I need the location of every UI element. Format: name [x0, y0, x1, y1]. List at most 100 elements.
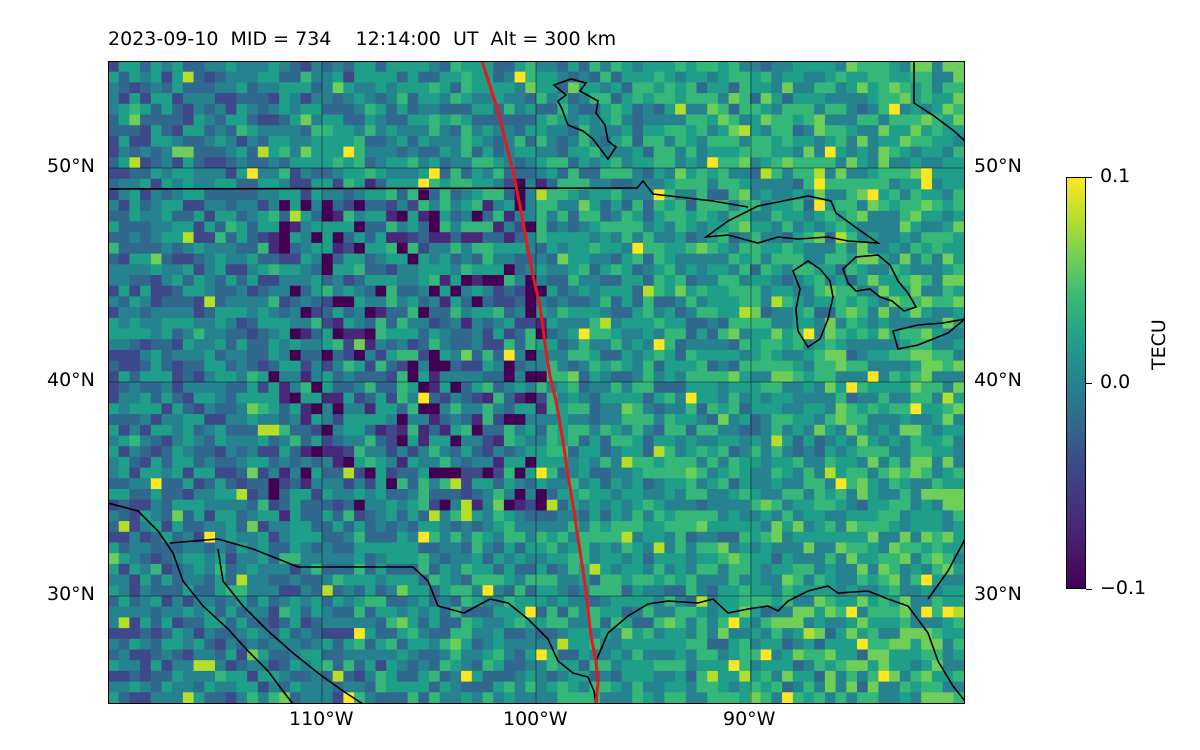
- tec-cell: [140, 521, 152, 533]
- tec-cell: [386, 371, 398, 383]
- tec-cell: [889, 317, 901, 329]
- tec-cell: [889, 617, 901, 629]
- tec-cell: [279, 168, 291, 180]
- tec-cell: [814, 414, 826, 426]
- tec-cell: [279, 135, 291, 147]
- tec-cell: [803, 360, 815, 372]
- tec-cell: [503, 574, 515, 586]
- tec-cell: [236, 531, 248, 543]
- tec-cell: [386, 189, 398, 201]
- tec-cell: [429, 200, 441, 212]
- tec-cell: [782, 71, 794, 83]
- tec-cell: [525, 489, 537, 501]
- tec-cell: [150, 489, 162, 501]
- tec-cell: [461, 275, 473, 287]
- tec-cell: [824, 349, 836, 361]
- tec-cell: [867, 275, 879, 287]
- tec-cell: [546, 478, 558, 490]
- tec-cell: [889, 628, 901, 640]
- tec-cell: [536, 670, 548, 682]
- tec-cell: [782, 349, 794, 361]
- tec-cell: [685, 168, 697, 180]
- tec-cell: [354, 382, 366, 394]
- tec-cell: [610, 521, 622, 533]
- tec-cell: [193, 242, 205, 254]
- tec-cell: [942, 585, 954, 597]
- tec-cell: [664, 649, 676, 661]
- tec-cell: [279, 146, 291, 158]
- tec-cell: [728, 499, 740, 511]
- tec-cell: [289, 210, 301, 222]
- tec-cell: [664, 510, 676, 522]
- tec-cell: [921, 349, 933, 361]
- tec-cell: [418, 146, 430, 158]
- tec-cell: [782, 253, 794, 265]
- tec-cell: [921, 692, 933, 704]
- tec-cell: [878, 146, 890, 158]
- tec-cell: [675, 521, 687, 533]
- tec-cell: [247, 264, 259, 276]
- tec-cell: [450, 103, 462, 115]
- tec-cell: [685, 317, 697, 329]
- tec-cell: [878, 168, 890, 180]
- tec-cell: [760, 242, 772, 254]
- tec-cell: [578, 93, 590, 105]
- tec-cell: [589, 264, 601, 276]
- tec-cell: [439, 71, 451, 83]
- tec-cell: [140, 382, 152, 394]
- tec-cell: [418, 414, 430, 426]
- tec-cell: [471, 275, 483, 287]
- tec-cell: [108, 510, 120, 522]
- tec-cell: [546, 82, 558, 94]
- tec-cell: [364, 146, 376, 158]
- tec-cell: [354, 328, 366, 340]
- tec-cell: [129, 435, 141, 447]
- tec-cell: [386, 382, 398, 394]
- tec-cell: [846, 681, 858, 693]
- tec-cell: [782, 210, 794, 222]
- tec-cell: [953, 585, 965, 597]
- tec-cell: [728, 703, 740, 704]
- tec-cell: [461, 360, 473, 372]
- tec-cell: [889, 285, 901, 297]
- tec-cell: [610, 499, 622, 511]
- tec-cell: [418, 349, 430, 361]
- tec-cell: [172, 703, 184, 704]
- tec-cell: [899, 510, 911, 522]
- tec-cell: [268, 382, 280, 394]
- tec-cell: [696, 703, 708, 704]
- tec-cell: [311, 200, 323, 212]
- tec-cell: [450, 446, 462, 458]
- tec-cell: [610, 285, 622, 297]
- tec-cell: [739, 574, 751, 586]
- tec-cell: [482, 542, 494, 554]
- tec-cell: [236, 424, 248, 436]
- tec-cell: [461, 574, 473, 586]
- tec-cell: [739, 349, 751, 361]
- tec-cell: [846, 371, 858, 383]
- tec-cell: [878, 103, 890, 115]
- tec-map[interactable]: [108, 61, 965, 704]
- tec-cell: [889, 424, 901, 436]
- tec-cell: [482, 403, 494, 415]
- tec-cell: [899, 392, 911, 404]
- tec-cell: [118, 638, 130, 650]
- lon-label-90w: 90°W: [723, 708, 776, 730]
- tec-cell: [396, 435, 408, 447]
- tec-cell: [546, 93, 558, 105]
- tec-cell: [525, 189, 537, 201]
- tec-cell: [418, 253, 430, 265]
- tec-cell: [953, 210, 965, 222]
- tec-cell: [300, 317, 312, 329]
- tec-cell: [782, 61, 794, 73]
- tec-cell: [461, 264, 473, 276]
- tec-cell: [899, 670, 911, 682]
- tec-cell: [375, 264, 387, 276]
- tec-cell: [375, 103, 387, 115]
- tec-cell: [322, 349, 334, 361]
- tec-cell: [750, 61, 762, 73]
- tec-cell: [857, 296, 869, 308]
- tec-cell: [589, 510, 601, 522]
- tec-cell: [525, 574, 537, 586]
- tec-cell: [536, 360, 548, 372]
